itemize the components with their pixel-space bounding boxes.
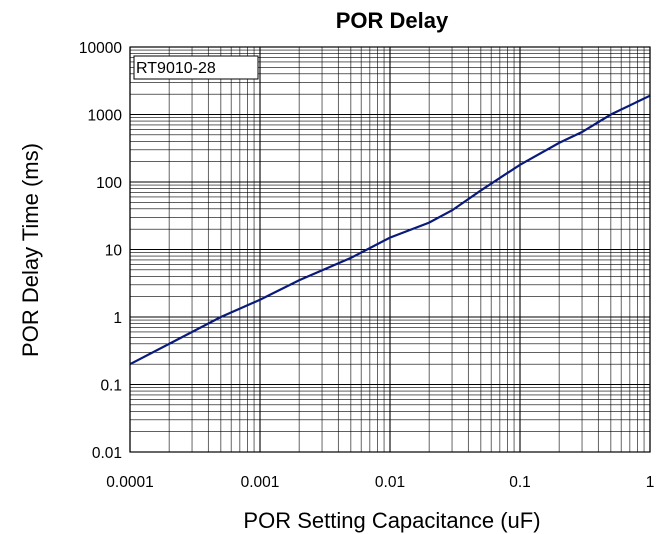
- y-tick-label: 1: [113, 310, 122, 327]
- annotation-background: [133, 55, 259, 80]
- x-axis-label: POR Setting Capacitance (uF): [243, 508, 540, 533]
- annotation-box: RT9010-28: [133, 55, 259, 80]
- x-tick-label: 0.1: [509, 474, 531, 491]
- chart-title: POR Delay: [336, 8, 449, 33]
- y-tick-label: 0.01: [92, 445, 122, 462]
- y-tick-label: 100: [96, 175, 122, 192]
- y-tick-label: 10000: [79, 40, 122, 57]
- x-tick-label: 0.001: [241, 474, 280, 491]
- x-tick-label: 1: [646, 474, 655, 491]
- x-tick-label: 0.01: [375, 474, 405, 491]
- y-axis-label: POR Delay Time (ms): [18, 143, 43, 357]
- y-tick-label: 10: [105, 243, 123, 260]
- x-tick-label: 0.0001: [106, 474, 153, 491]
- series-line: [129, 94, 651, 366]
- y-tick-label: 0.1: [100, 378, 122, 395]
- annotation-label: RT9010-28: [136, 60, 216, 77]
- x-axis-ticks: 0.0001 0.001 0.01 0.1 1: [106, 474, 654, 491]
- plot-frame: [129, 46, 651, 453]
- y-tick-label: 1000: [88, 108, 123, 125]
- y-axis-ticks: 0.01 0.1 1 10 100 1000 10000: [79, 40, 122, 462]
